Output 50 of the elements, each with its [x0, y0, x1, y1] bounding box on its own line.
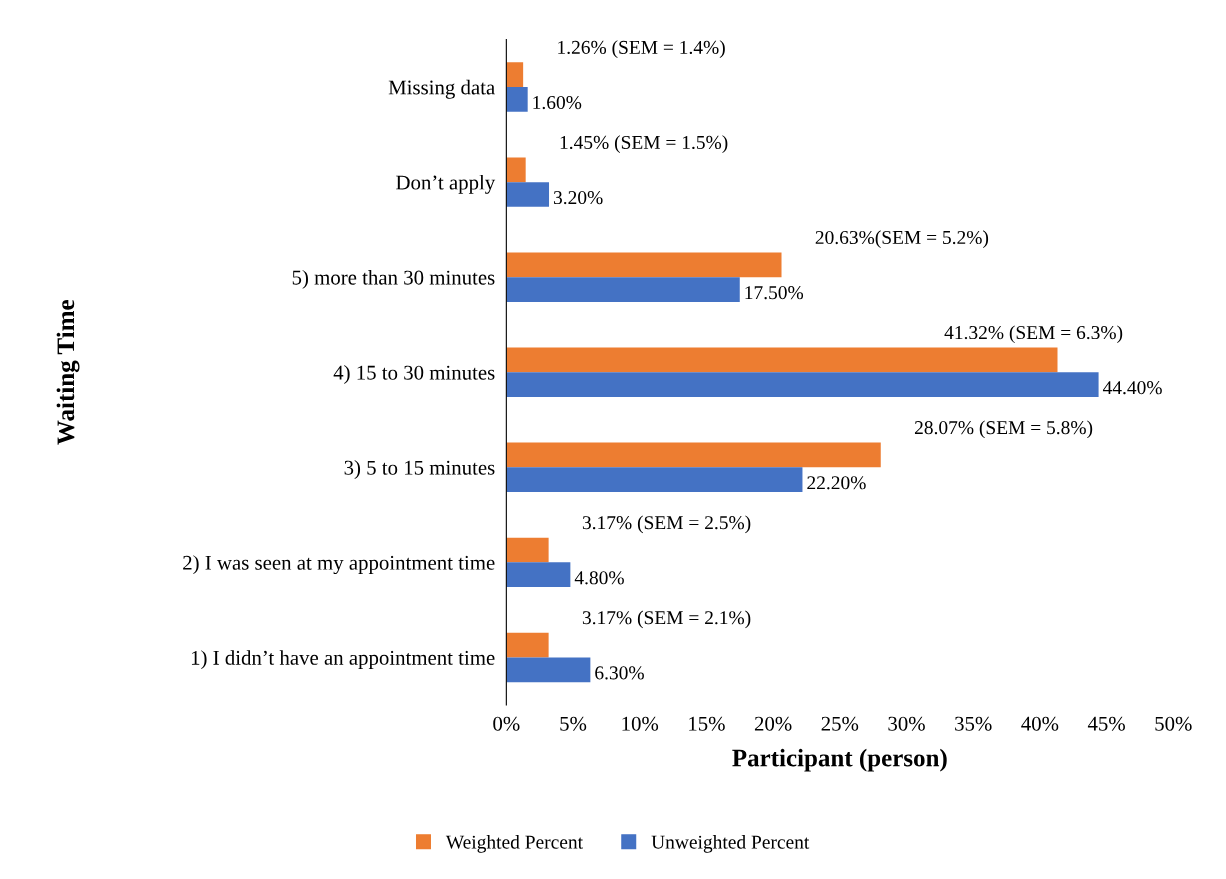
- x-tick-label: 30%: [888, 716, 925, 731]
- bar: [506, 182, 550, 207]
- bar: [506, 347, 1058, 373]
- bar: [506, 442, 881, 468]
- y-tick-label: 1) I didn’t have an appointment time: [191, 650, 495, 670]
- x-tick-label: 15%: [689, 716, 725, 731]
- data-label: 3.17% (SEM = 2.1%): [582, 610, 751, 629]
- y-tick-label: 4) 15 to 30 minutes: [333, 365, 495, 384]
- x-axis-title: Participant (person): [732, 748, 947, 772]
- data-label: 1.45% (SEM = 1.5%): [560, 135, 728, 153]
- x-tick-label: 40%: [1021, 716, 1059, 731]
- data-label: 20.63%(SEM = 5.2%): [815, 230, 989, 248]
- bar: [506, 562, 571, 588]
- data-label: 1.60%: [533, 95, 582, 110]
- bar: [506, 157, 526, 183]
- bar: [506, 657, 591, 683]
- y-axis-title: Waiting Time: [56, 300, 80, 445]
- data-label: 4.80%: [574, 571, 624, 585]
- bar: [506, 87, 528, 112]
- y-tick-label: Missing data: [388, 79, 495, 99]
- x-tick-label: 10%: [622, 716, 659, 731]
- data-label: 3.20%: [553, 191, 603, 205]
- x-tick-label: 45%: [1087, 716, 1125, 731]
- x-tick-label: 25%: [821, 716, 859, 731]
- bar: [506, 277, 740, 302]
- data-label: 3.17% (SEM = 2.5%): [582, 515, 751, 534]
- data-label: 1.26% (SEM = 1.4%): [558, 40, 725, 58]
- y-tick-label: 2) I was seen at my appointment time: [183, 555, 495, 575]
- y-tick-label: 5) more than 30 minutes: [292, 269, 495, 289]
- bar: [506, 252, 782, 278]
- data-label: 6.30%: [595, 666, 644, 680]
- x-tick-label: 0%: [493, 716, 520, 731]
- bar: [506, 467, 803, 493]
- data-label: 28.07% (SEM = 5.8%): [914, 420, 1093, 439]
- y-tick-label: Don’t apply: [396, 174, 496, 194]
- bar: [506, 537, 549, 563]
- y-tick-label: 3) 5 to 15 minutes: [344, 460, 495, 479]
- data-label: 22.20%: [807, 476, 866, 490]
- bar: [506, 62, 524, 88]
- bar: [506, 372, 1099, 397]
- x-tick-label: 35%: [955, 716, 992, 731]
- bar: [506, 632, 549, 658]
- x-tick-label: 20%: [754, 716, 792, 731]
- data-label: 44.40%: [1102, 381, 1162, 395]
- legend-label: Weighted Percent: [445, 835, 583, 853]
- data-label: 41.32% (SEM = 6.3%): [944, 325, 1123, 344]
- x-tick-label: 50%: [1155, 716, 1192, 731]
- x-tick-label: 5%: [560, 716, 587, 731]
- legend-label: Unweighted Percent: [651, 835, 810, 853]
- data-label: 17.50%: [745, 286, 804, 300]
